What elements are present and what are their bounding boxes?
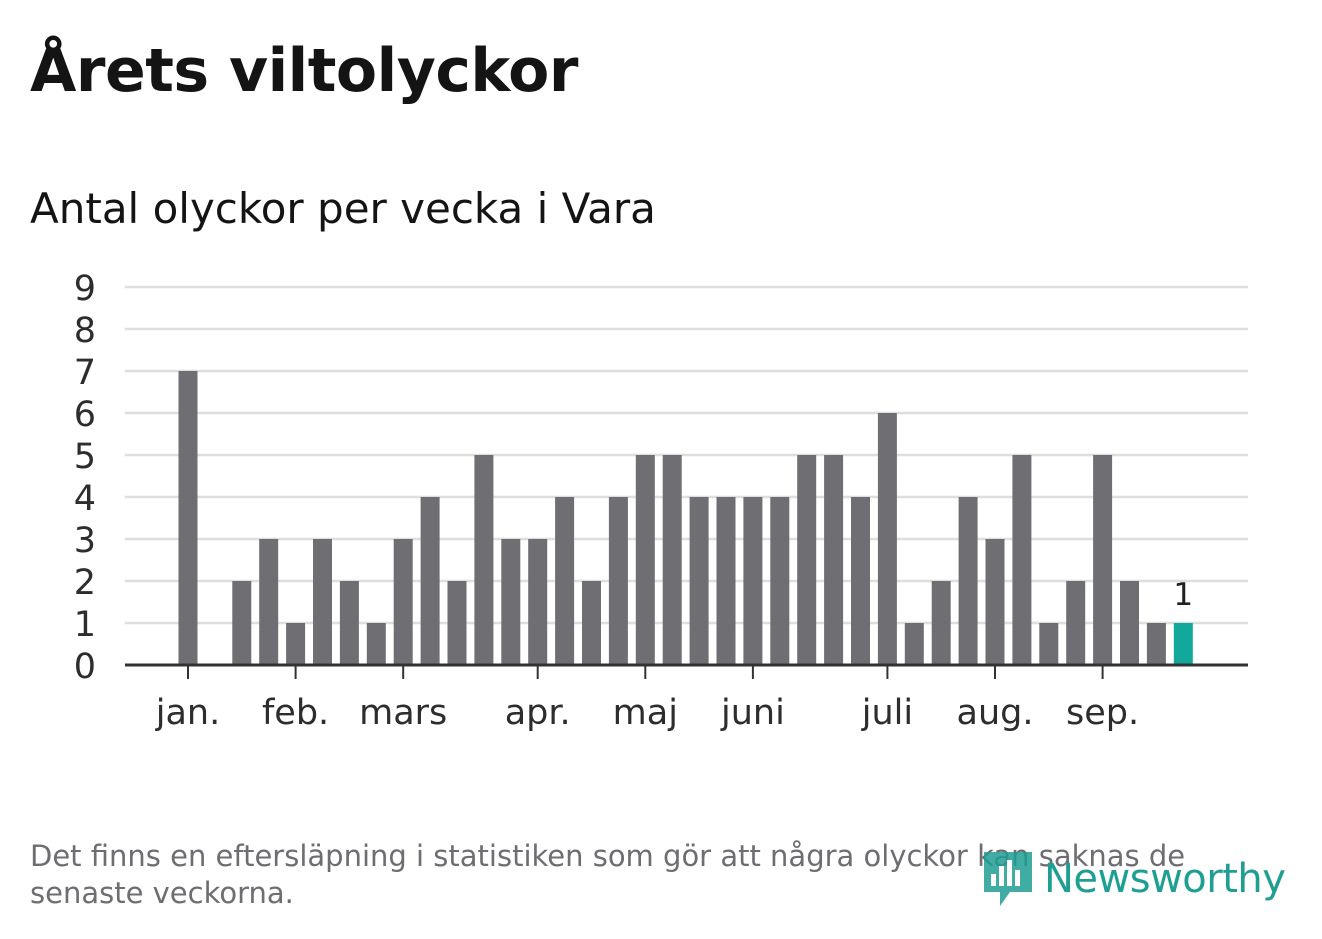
bar [313, 539, 332, 665]
y-tick-label: 2 [74, 563, 96, 603]
bar [931, 581, 951, 665]
x-tick-label: juli [861, 693, 913, 733]
bar [797, 455, 817, 665]
bar [1146, 623, 1166, 665]
grid-lines [125, 285, 1248, 625]
bar [904, 623, 924, 665]
y-tick-label: 5 [74, 437, 96, 477]
bar [474, 455, 494, 665]
newsworthy-logo[interactable]: Newsworthy [980, 848, 1286, 910]
y-tick-label: 8 [74, 311, 96, 351]
bar [851, 497, 870, 665]
bar [178, 371, 198, 665]
bar [689, 497, 709, 665]
data-labels: 1 [1173, 577, 1193, 613]
x-tick-label: juni [720, 693, 785, 733]
bar [366, 623, 386, 665]
bar [393, 539, 413, 665]
y-tick-label: 1 [74, 605, 96, 645]
bar-highlight [1173, 623, 1193, 665]
highlight-data-label: 1 [1173, 577, 1193, 613]
y-tick-label: 4 [74, 479, 96, 519]
bar [286, 623, 306, 665]
chart-subtitle: Antal olyckor per vecka i Vara [30, 184, 656, 233]
bar [420, 497, 440, 665]
y-tick-label: 3 [74, 521, 96, 561]
bar [582, 581, 601, 665]
bar [770, 497, 790, 665]
bar [1093, 455, 1113, 665]
x-axis: jan. feb. mars apr. maj juni juli aug. sep. [125, 663, 1248, 733]
y-tick-label: 7 [74, 353, 96, 393]
x-tick-label: jan. [155, 693, 220, 733]
x-tick-label: feb. [262, 693, 329, 733]
x-tick-label: maj [613, 693, 678, 733]
logo-text: Newsworthy [1044, 856, 1286, 902]
x-tick-label: aug. [957, 693, 1034, 733]
x-tick-label: apr. [505, 693, 571, 733]
bar [824, 455, 844, 665]
y-tick-label: 6 [74, 395, 96, 435]
bar [1012, 455, 1032, 665]
bar [259, 539, 279, 665]
bars [178, 371, 1193, 665]
bar [716, 497, 736, 665]
x-tick-label: mars [359, 693, 447, 733]
bar [985, 539, 1005, 665]
bar [1066, 581, 1086, 665]
bar [528, 539, 548, 665]
bar [1039, 623, 1059, 665]
bar [743, 497, 763, 665]
bar [339, 581, 359, 665]
bar [958, 497, 978, 665]
bar [635, 455, 655, 665]
bar [608, 497, 628, 665]
y-tick-label: 0 [74, 647, 96, 687]
bar [501, 539, 521, 665]
x-tick-label: sep. [1066, 693, 1139, 733]
bar [877, 413, 897, 665]
bar [232, 581, 252, 665]
bar [447, 581, 467, 665]
bar [1120, 581, 1139, 665]
chart-title: Årets viltolyckor [30, 36, 579, 106]
y-tick-label: 9 [74, 269, 96, 309]
bar [555, 497, 575, 665]
bar-chart-speech-bubble-icon [984, 852, 1032, 906]
bar [662, 455, 682, 665]
